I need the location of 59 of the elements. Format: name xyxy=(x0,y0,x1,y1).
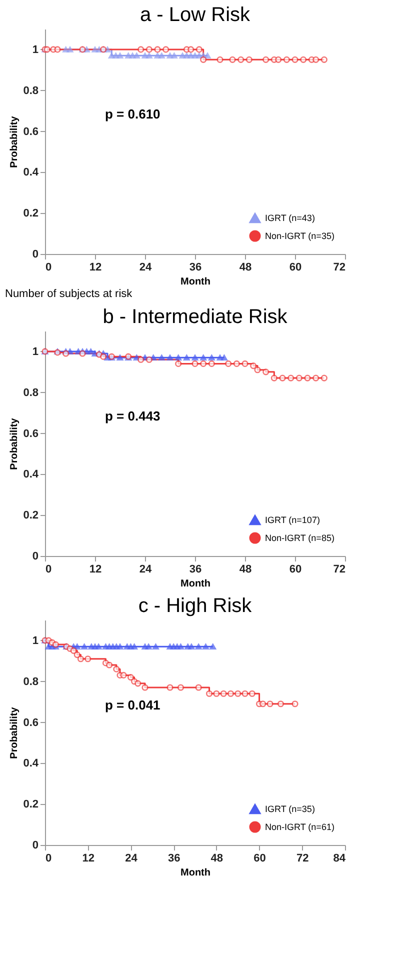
x-tick-label: 72 xyxy=(296,852,309,864)
y-tick-label: 0.4 xyxy=(23,166,40,179)
y-tick-label: 0.2 xyxy=(23,208,38,220)
y-tick-label: 1 xyxy=(32,346,38,358)
x-tick-label: 0 xyxy=(46,852,52,864)
annotation: p = 0.610 xyxy=(105,106,160,122)
x-tick-label: 48 xyxy=(239,564,252,576)
x-axis-title: Month xyxy=(180,276,210,288)
legend-label: Non-IGRT (n=85) xyxy=(265,533,334,543)
x-tick-label: 72 xyxy=(333,564,346,576)
x-tick-label: 24 xyxy=(139,262,152,274)
y-axis-title: Probability xyxy=(9,418,20,470)
y-tick-label: 0.8 xyxy=(23,676,38,688)
x-tick-label: 36 xyxy=(168,852,180,864)
y-tick-label: 0 xyxy=(32,550,38,562)
y-tick-label: 0.6 xyxy=(23,716,38,729)
x-tick-label: 72 xyxy=(333,262,346,274)
x-tick-label: 48 xyxy=(210,852,224,864)
y-tick-label: 1 xyxy=(32,44,38,56)
y-axis-title: Probability xyxy=(9,116,20,168)
chart-title: c - High Risk xyxy=(138,595,253,617)
x-tick-label: 12 xyxy=(89,564,102,576)
text: Number of subjects at risk xyxy=(5,288,133,300)
legend-label: Non-IGRT (n=61) xyxy=(265,822,334,832)
x-tick-label: 12 xyxy=(82,852,94,864)
legend-label: IGRT (n=35) xyxy=(265,804,315,814)
x-tick-label: 36 xyxy=(189,564,202,576)
y-tick-label: 0.4 xyxy=(23,758,40,770)
y-tick-label: 0.6 xyxy=(23,126,38,138)
x-tick-label: 48 xyxy=(239,262,252,274)
x-tick-label: 60 xyxy=(254,852,266,864)
annotation: p = 0.041 xyxy=(105,698,160,712)
y-tick-label: 1 xyxy=(32,634,38,647)
x-tick-label: 0 xyxy=(46,262,52,274)
legend-label: IGRT (n=43) xyxy=(265,213,315,223)
x-axis-title: Month xyxy=(180,868,210,878)
x-tick-label: 24 xyxy=(125,852,138,864)
x-axis-title: Month xyxy=(180,578,210,590)
x-tick-label: 60 xyxy=(289,262,302,274)
y-tick-label: 0.2 xyxy=(23,798,38,811)
y-tick-label: 0.2 xyxy=(23,510,38,522)
y-tick-label: 0 xyxy=(32,248,38,260)
annotation: p = 0.443 xyxy=(105,408,160,424)
x-tick-label: 60 xyxy=(289,564,302,576)
chart-title: b - Intermediate Risk xyxy=(102,306,288,328)
chart-title: a - Low Risk xyxy=(140,4,252,26)
x-tick-label: 24 xyxy=(139,564,152,576)
y-tick-label: 0 xyxy=(32,840,38,852)
y-tick-label: 0.8 xyxy=(23,386,38,399)
x-tick-label: 84 xyxy=(333,852,346,864)
y-tick-label: 0.8 xyxy=(23,84,38,97)
x-tick-label: 36 xyxy=(189,262,202,274)
y-tick-label: 0.4 xyxy=(23,468,40,481)
x-tick-label: 12 xyxy=(89,262,102,274)
x-tick-label: 0 xyxy=(46,564,52,576)
y-tick-label: 0.6 xyxy=(23,428,38,440)
legend-label: Non-IGRT (n=35) xyxy=(265,231,334,241)
legend-label: IGRT (n=107) xyxy=(265,515,320,525)
y-axis-title: Probability xyxy=(9,706,20,759)
